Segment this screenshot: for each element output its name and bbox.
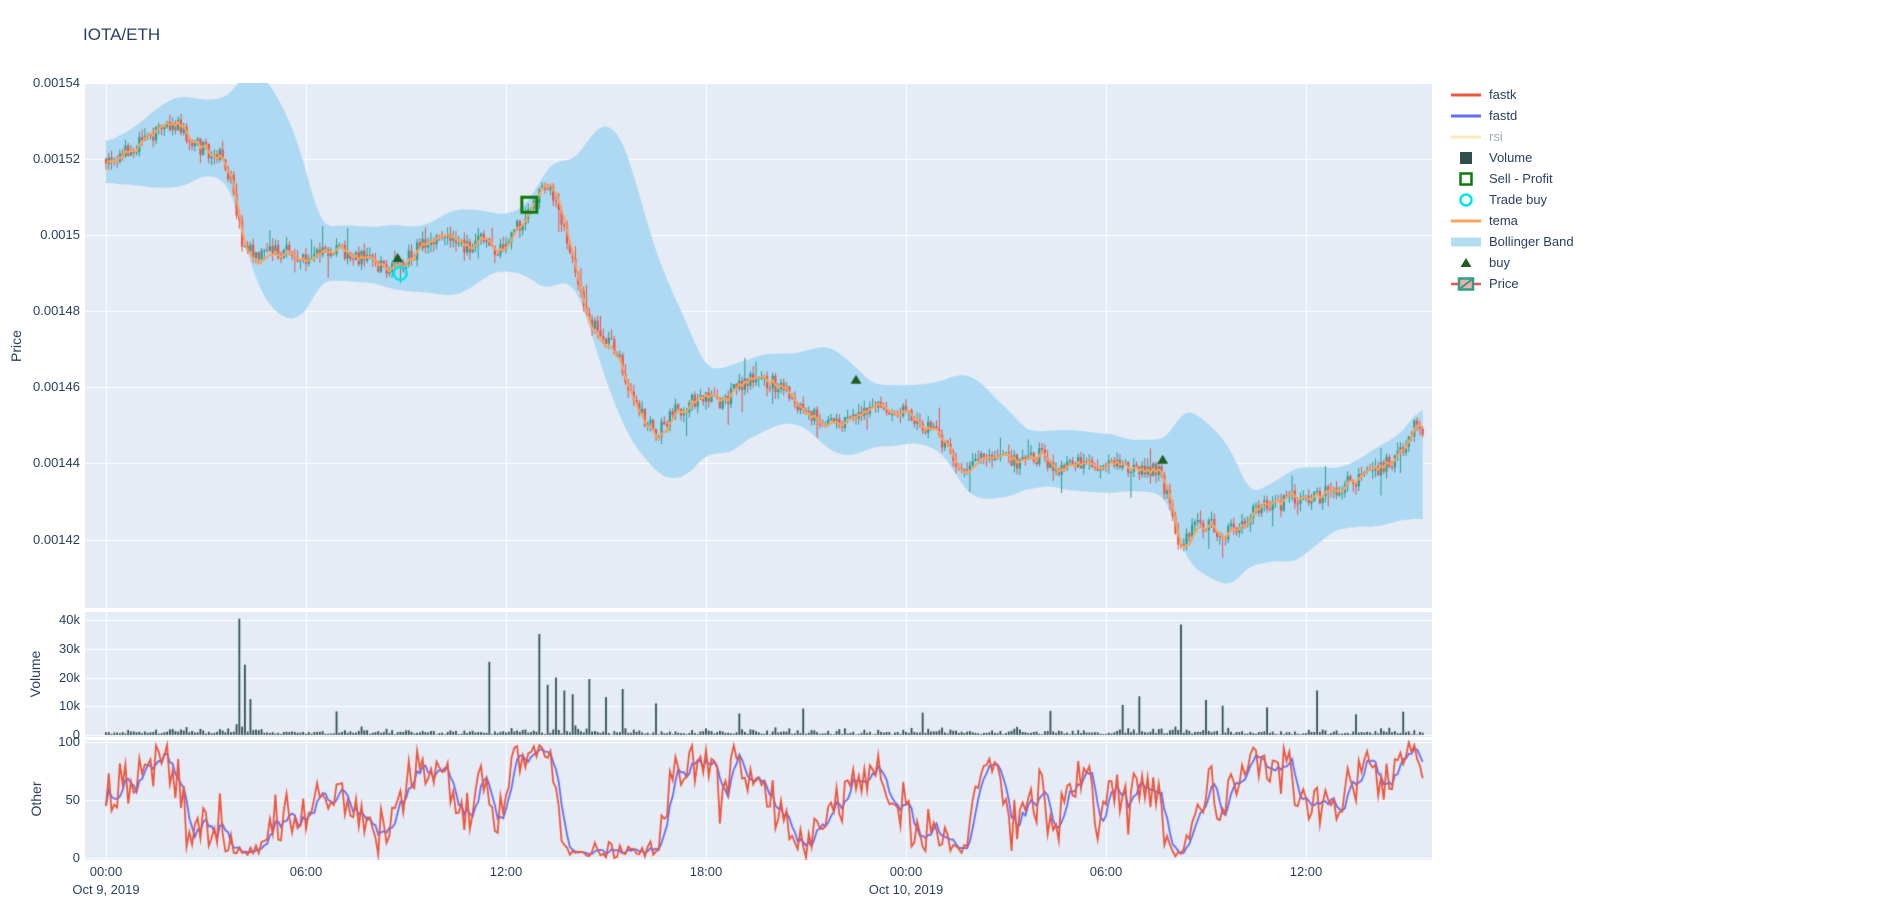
volume-tick-label: 40k bbox=[59, 612, 80, 628]
price-legend-marker-icon bbox=[1450, 276, 1482, 292]
legend: fastk fastd rsi Volume Sell - Profit Trade bu… bbox=[1450, 84, 1650, 294]
rsi-legend-line-icon bbox=[1450, 129, 1482, 145]
legend-item-label: fastk bbox=[1489, 87, 1517, 102]
legend-item-fastd[interactable]: fastd bbox=[1450, 105, 1650, 126]
legend-item-label: rsi bbox=[1489, 129, 1503, 144]
price-tick-label: 0.00146 bbox=[33, 379, 80, 395]
fastk-legend-line-icon bbox=[1450, 87, 1482, 103]
x-tick-label: 18:00 bbox=[689, 864, 723, 879]
chart-title: IOTA/ETH bbox=[83, 25, 161, 44]
x-tick-date-label: Oct 9, 2019 bbox=[72, 882, 140, 897]
legend-item-buy[interactable]: buy bbox=[1450, 252, 1650, 273]
legend-item-label: buy bbox=[1489, 255, 1510, 270]
legend-item-label: Volume bbox=[1489, 150, 1533, 165]
legend-item-label: Trade buy bbox=[1489, 192, 1548, 207]
other-tick-label: 0 bbox=[72, 850, 80, 865]
volume-legend-marker-icon bbox=[1450, 150, 1482, 166]
x-tick-label: 12:00 bbox=[489, 864, 523, 879]
legend-item-label: Price bbox=[1489, 276, 1519, 291]
volume-plot-area[interactable] bbox=[85, 612, 1432, 737]
volume-tick-label: 0 bbox=[72, 727, 80, 742]
legend-item-label: fastd bbox=[1489, 108, 1518, 123]
legend-item-volume[interactable]: Volume bbox=[1450, 147, 1650, 168]
legend-item-sell-profit[interactable]: Sell - Profit bbox=[1450, 168, 1650, 189]
sell-profit-legend-marker-icon bbox=[1450, 171, 1482, 187]
buy-legend-marker-icon bbox=[1450, 255, 1482, 271]
legend-item-fastk[interactable]: fastk bbox=[1450, 84, 1650, 105]
other-tick-label: 100 bbox=[58, 734, 80, 749]
fastd-legend-line-icon bbox=[1450, 108, 1482, 124]
price-tick-label: 0.0015 bbox=[40, 227, 80, 243]
legend-item-label: Sell - Profit bbox=[1489, 171, 1553, 186]
x-tick-label: 06:00 bbox=[1089, 864, 1123, 879]
volume-tick-label: 10k bbox=[59, 698, 80, 714]
other-plot-area[interactable] bbox=[85, 740, 1432, 860]
x-tick-label: 00:00 bbox=[889, 864, 923, 879]
volume-tick-label: 20k bbox=[59, 669, 80, 685]
legend-item-rsi[interactable]: rsi bbox=[1450, 126, 1650, 147]
legend-item-label: tema bbox=[1489, 213, 1518, 228]
legend-item-tema[interactable]: tema bbox=[1450, 210, 1650, 231]
legend-item-trade-buy[interactable]: Trade buy bbox=[1450, 189, 1650, 210]
price-tick-label: 0.00142 bbox=[33, 531, 80, 547]
legend-item-label: Bollinger Band bbox=[1489, 234, 1574, 249]
price-axis-title: Price bbox=[8, 330, 24, 362]
other-tick-label: 50 bbox=[65, 792, 80, 807]
bollinger-legend-marker-icon bbox=[1450, 234, 1482, 250]
x-tick-label: 12:00 bbox=[1289, 864, 1323, 879]
price-tick-label: 0.00154 bbox=[33, 75, 80, 90]
legend-item-price[interactable]: Price bbox=[1450, 273, 1650, 294]
x-tick-date-label: Oct 10, 2019 bbox=[868, 882, 944, 897]
tema-legend-line-icon bbox=[1450, 213, 1482, 229]
price-plot-area[interactable] bbox=[85, 83, 1432, 608]
price-tick-label: 0.00144 bbox=[33, 455, 80, 471]
price-tick-label: 0.00148 bbox=[33, 303, 80, 319]
trade-buy-legend-marker-icon bbox=[1450, 192, 1482, 208]
x-tick-label: 00:00 bbox=[89, 864, 123, 879]
x-tick-label: 06:00 bbox=[289, 864, 323, 879]
legend-item-bollinger[interactable]: Bollinger Band bbox=[1450, 231, 1650, 252]
volume-tick-label: 30k bbox=[59, 640, 80, 656]
price-tick-label: 0.00152 bbox=[33, 151, 80, 167]
